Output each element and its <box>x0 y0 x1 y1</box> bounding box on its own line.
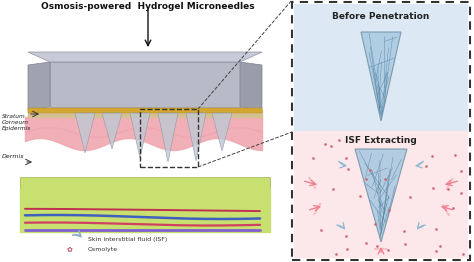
Text: Stratum
Corneum
Epidermis: Stratum Corneum Epidermis <box>2 114 31 132</box>
Text: Osmosis-powered  Hydrogel Microneedles: Osmosis-powered Hydrogel Microneedles <box>41 2 255 11</box>
Text: Before Penetration: Before Penetration <box>332 12 430 21</box>
Polygon shape <box>130 113 150 158</box>
Text: osmosis: osmosis <box>446 176 456 190</box>
Polygon shape <box>28 62 50 110</box>
Polygon shape <box>158 113 178 162</box>
Polygon shape <box>102 113 122 149</box>
Text: osmosis: osmosis <box>306 176 316 190</box>
Polygon shape <box>75 113 95 153</box>
Text: osmosis: osmosis <box>374 248 388 252</box>
Bar <box>294 4 468 131</box>
Bar <box>28 108 262 113</box>
Text: Skin interstitial fluid (ISF): Skin interstitial fluid (ISF) <box>88 237 167 242</box>
Text: Dermis: Dermis <box>2 155 25 160</box>
Polygon shape <box>240 62 262 110</box>
Bar <box>294 131 468 258</box>
Text: ISF Extracting: ISF Extracting <box>345 136 417 145</box>
Text: ✿: ✿ <box>67 246 73 252</box>
Polygon shape <box>186 113 206 161</box>
Polygon shape <box>361 32 401 121</box>
Polygon shape <box>212 113 232 151</box>
Text: osmosis: osmosis <box>310 201 321 215</box>
Text: osmosis: osmosis <box>441 201 452 215</box>
Polygon shape <box>355 149 407 242</box>
Bar <box>140 109 198 167</box>
Polygon shape <box>50 62 240 107</box>
Text: Osmolyte: Osmolyte <box>88 247 118 252</box>
Bar <box>20 177 270 232</box>
Polygon shape <box>28 52 262 62</box>
Bar <box>292 2 470 260</box>
